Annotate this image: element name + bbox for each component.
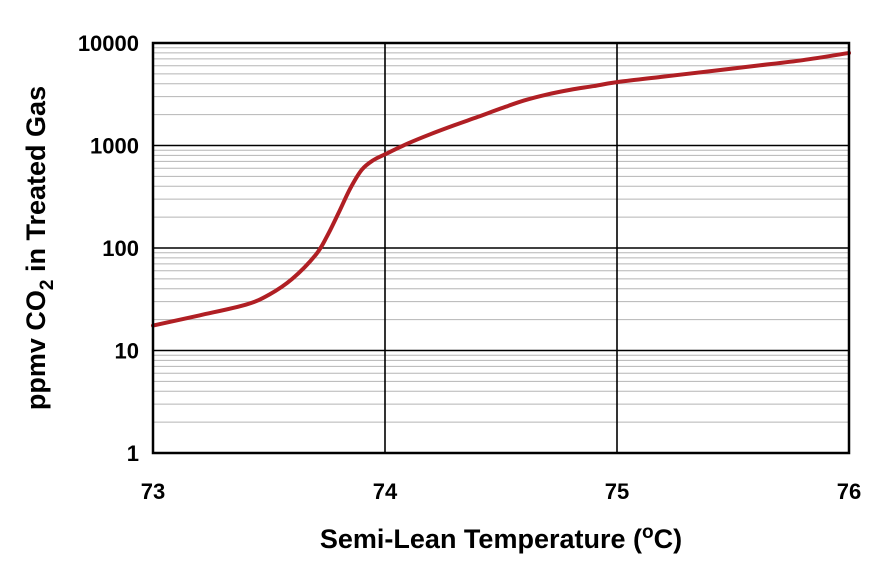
y-axis-tick-labels: 1 10 100 1000 10000: [78, 31, 139, 466]
x-tick-label: 75: [605, 479, 629, 504]
y-tick-label: 10000: [78, 31, 139, 56]
y-tick-label: 1000: [90, 134, 139, 159]
plot-area-frame: [151, 41, 851, 455]
y-tick-label: 100: [102, 236, 139, 261]
x-tick-label: 73: [141, 479, 165, 504]
y-tick-label: 10: [115, 339, 139, 364]
y-tick-label: 1: [127, 441, 139, 466]
x-axis-title: Semi-Lean Temperature (oC): [320, 522, 682, 554]
minor-gridlines: [153, 47, 849, 423]
series-line: [151, 50, 851, 328]
series-layer: [151, 50, 851, 328]
x-axis-tick-labels: 73 74 75 76: [141, 479, 861, 504]
x-tick-label: 74: [373, 479, 398, 504]
x-tick-label: 76: [837, 479, 861, 504]
y-axis-title: ppmv CO2 in Treated Gas: [21, 86, 58, 410]
